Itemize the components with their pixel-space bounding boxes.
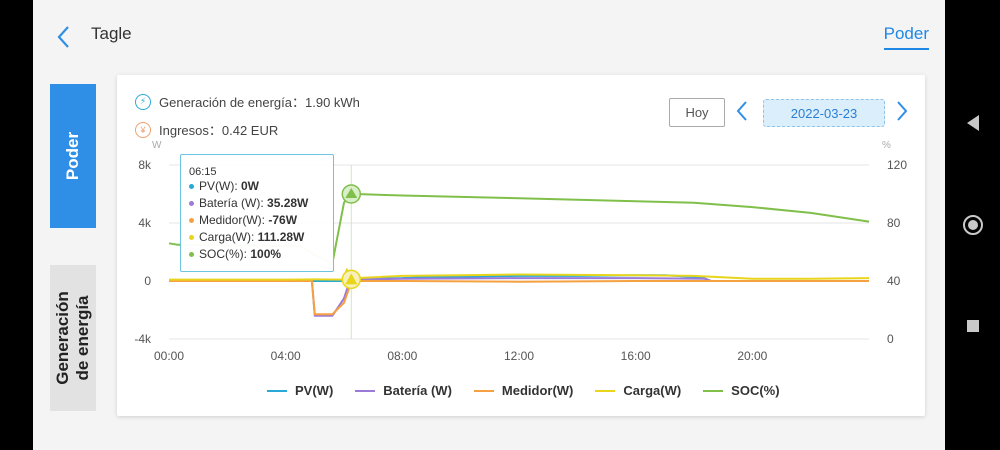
series-line-battery [169,277,869,317]
tooltip-label: Carga(W): [199,230,258,244]
square-recents-icon [966,320,979,332]
system-nav-bar [945,0,1000,450]
x-tick-label: 20:00 [737,349,767,363]
series-line-meter [169,280,869,316]
chevron-left-icon [57,26,69,48]
y-left-tick-label: -4k [134,332,152,346]
legend-label: PV(W) [295,383,334,398]
chevron-right-icon [897,101,908,121]
x-tick-label: 16:00 [621,349,651,363]
side-tab-generacion-label: Generación de energía [53,291,93,385]
y-left-tick-label: 8k [138,158,152,172]
chart-tooltip: 06:15 PV(W): 0W Batería (W): 35.28W Medido… [180,154,334,272]
today-button[interactable]: Hoy [669,98,725,127]
x-tick-label: 00:00 [154,349,184,363]
x-tick-label: 08:00 [387,349,417,363]
device-bezel [0,0,33,450]
series-dot-icon [189,235,194,241]
generation-label: Generación de energía [159,95,292,110]
legend-item[interactable]: Medidor(W) [473,383,574,398]
y-left-tick-label: 4k [138,216,152,230]
legend-item[interactable]: SOC(%) [703,383,780,398]
legend-label: Carga(W) [623,383,682,398]
chart-card: ⚡ Generación de energía：1.90 kWh ¥ Ingre… [117,75,925,416]
left-axis-unit: W [152,140,162,151]
legend-swatch [473,389,494,392]
y-right-tick-label: 120 [887,158,907,172]
y-right-tick-label: 40 [887,274,901,288]
tooltip-time: 06:15 [189,166,217,178]
generation-value: 1.90 kWh [305,95,360,110]
right-axis-unit: % [882,140,891,151]
legend-swatch [703,389,724,392]
load-marker-triangle-icon [345,273,358,285]
page-title: Tagle [91,24,132,43]
side-tab-poder-label: Poder [63,131,82,181]
y-left-tick-label: 0 [144,274,151,288]
side-tab-poder[interactable]: Poder [50,84,96,228]
series-line-load [169,268,870,281]
tooltip-value: 0W [241,179,259,193]
nav-back-button[interactable] [945,114,1000,137]
tooltip-label: PV(W): [199,179,241,193]
circle-home-icon [962,215,983,235]
back-button[interactable] [55,24,71,55]
previous-date-button[interactable] [735,99,749,128]
soc-marker-triangle-icon [345,188,358,198]
tooltip-row: Batería (W): 35.28W [189,195,333,212]
tooltip-row: Carga(W): 111.28W [189,229,333,246]
chart-legend: PV(W) Batería (W) Medidor(W) Carga(W) SOC(%) [267,383,780,398]
y-right-tick-label: 80 [887,216,901,230]
series-dot-icon [189,218,194,224]
tooltip-row: PV(W): 0W [189,178,333,195]
nav-recents-button[interactable] [945,319,1000,338]
legend-item[interactable]: Carga(W) [595,383,681,398]
legend-item[interactable]: PV(W) [267,383,333,398]
tab-poder[interactable]: Poder [883,24,929,50]
tooltip-row: Medidor(W): -76W [189,212,333,229]
tooltip-value: 100% [250,247,282,261]
legend-item[interactable]: Batería (W) [355,383,452,398]
legend-swatch [595,389,616,392]
tooltip-label: SOC(%): [199,247,251,261]
legend-label: Batería (W) [383,383,452,398]
generation-summary: ⚡ Generación de energía：1.90 kWh [135,92,360,111]
income-value: 0.42 EUR [221,123,279,138]
tooltip-label: Batería (W): [199,196,268,210]
series-dot-icon [189,201,194,207]
x-tick-label: 12:00 [504,349,534,363]
tooltip-value: -76W [268,213,298,227]
nav-home-button[interactable] [945,214,1000,241]
series-dot-icon [189,184,194,190]
income-label: Ingresos [159,123,209,138]
chevron-left-icon [736,101,747,121]
app-screen: Tagle Poder Poder Generación de energía … [33,0,945,450]
y-right-tick-label: 0 [887,332,894,346]
lightning-icon: ⚡ [135,93,151,110]
tooltip-row: SOC(%): 100% [189,246,333,263]
side-tab-generacion[interactable]: Generación de energía [50,265,96,411]
date-picker[interactable]: 2022-03-23 [763,99,885,127]
next-date-button[interactable] [895,99,909,128]
yen-icon: ¥ [135,121,151,138]
tooltip-label: Medidor(W): [199,213,269,227]
tooltip-value: 111.28W [257,230,305,244]
x-tick-label: 04:00 [271,349,301,363]
power-chart[interactable]: W % 8k 4k 0 -4k 120 80 40 0 00:00 04:00 08:00 12:00 16… [117,75,925,375]
legend-swatch [267,389,287,392]
triangle-back-icon [966,115,979,131]
legend-swatch [355,389,376,392]
series-dot-icon [189,252,194,258]
tooltip-value: 35.28W [267,196,309,210]
legend-label: SOC(%) [731,383,780,398]
legend-label: Medidor(W) [501,383,574,398]
income-summary: ¥ Ingresos：0.42 EUR [135,120,278,139]
